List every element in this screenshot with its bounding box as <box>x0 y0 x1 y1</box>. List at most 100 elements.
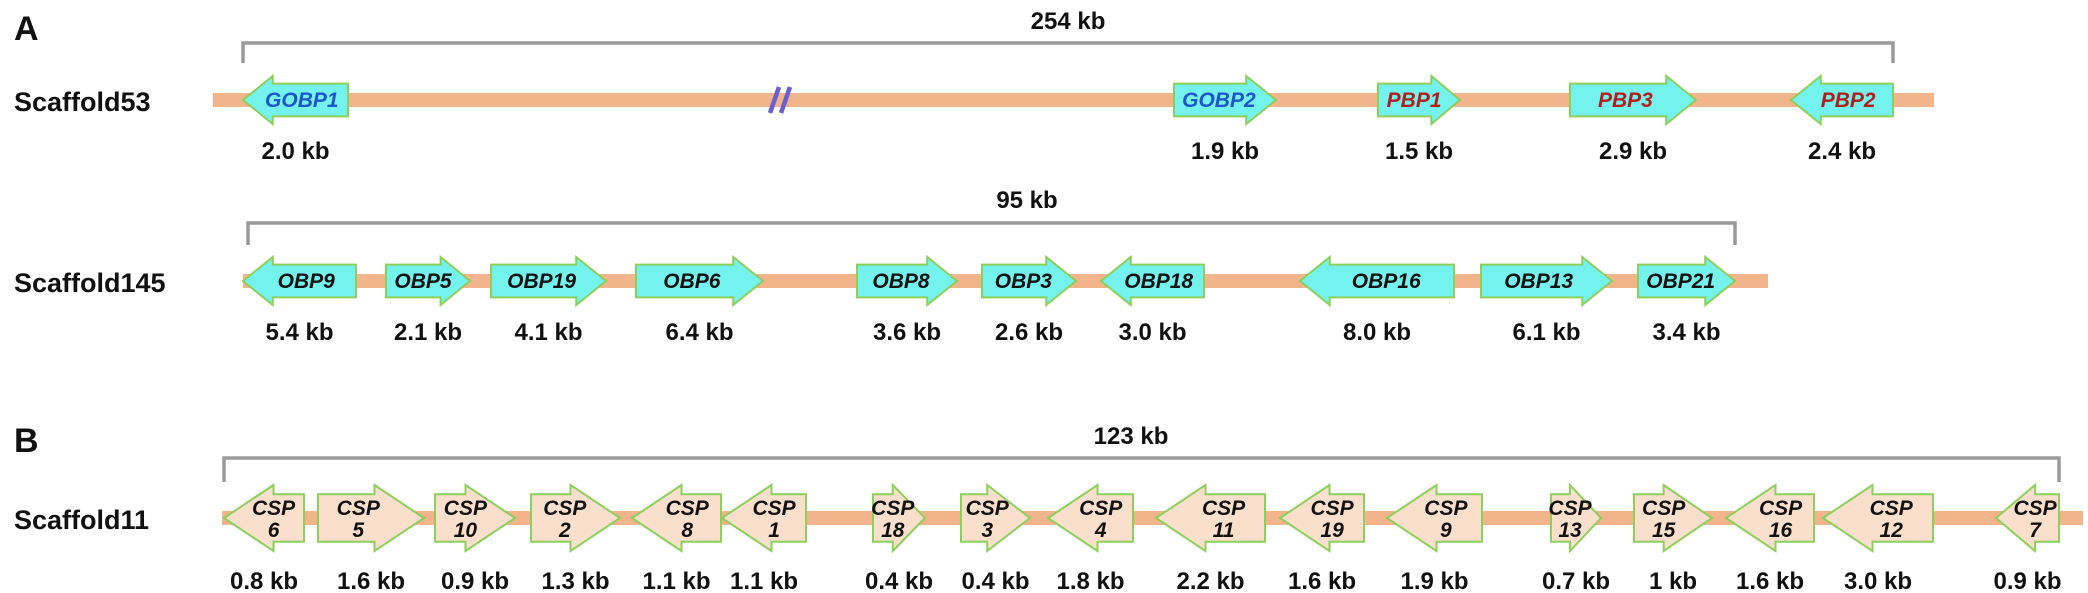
gene-arrow <box>856 254 959 308</box>
gene-csp10: CSP 10 0.9 kb <box>434 483 517 593</box>
gene-size-label: 8.0 kb <box>1343 319 1411 346</box>
gene-csp6: CSP 6 0.8 kb <box>222 483 305 593</box>
scaffold-scaffold145: Scaffold145 95 kb OBP9 5.4 kb OBP5 2.1 kb OBP1… <box>14 187 1768 346</box>
gene-size-label: 3.6 kb <box>873 319 941 346</box>
gene-obp9: OBP9 5.4 kb <box>241 254 357 346</box>
gene-name-label: CSP 3 <box>966 497 1010 542</box>
gene-name-label: CSP 6 <box>252 497 296 542</box>
gene-size-label: 1.6 kb <box>1736 568 1804 593</box>
gene-size-label: 0.8 kb <box>230 568 298 593</box>
gene-obp19: OBP19 4.1 kb <box>490 254 608 346</box>
gene-arrow <box>1154 483 1266 553</box>
gene-gobp2: GOBP2 1.9 kb <box>1173 73 1278 165</box>
gene-pbp3: PBP3 2.9 kb <box>1569 73 1698 165</box>
scaffold-bar <box>213 93 1934 107</box>
scaffold-label: Scaffold145 <box>14 268 166 298</box>
gene-arrow <box>222 483 305 553</box>
gene-name-label: OBP18 <box>1124 270 1193 293</box>
gene-size-label: 1.1 kb <box>730 568 798 593</box>
gene-csp9: CSP 9 1.9 kb <box>1385 483 1483 593</box>
gene-size-label: 1.3 kb <box>541 568 609 593</box>
gene-arrow <box>1046 483 1134 553</box>
gene-name-label: CSP 9 <box>1424 497 1468 542</box>
scaffold-scaffold53: Scaffold53 254 kb GOBP1 2.0 kb GOBP2 1.9 kb PB… <box>14 8 1934 165</box>
gene-size-label: 2.1 kb <box>394 319 462 346</box>
panel-label-b: B <box>14 422 39 460</box>
gene-size-label: 6.1 kb <box>1512 319 1580 346</box>
gene-size-label: 1.9 kb <box>1400 568 1468 593</box>
gene-size-label: 0.9 kb <box>441 568 509 593</box>
gene-name-label: PBP1 <box>1387 89 1442 112</box>
gene-name-label: CSP 18 <box>871 497 915 542</box>
gene-size-label: 6.4 kb <box>665 319 733 346</box>
gene-size-label: 3.4 kb <box>1652 319 1720 346</box>
gene-size-label: 1.5 kb <box>1385 138 1453 165</box>
gene-obp18: OBP18 3.0 kb <box>1099 254 1205 346</box>
gene-arrow <box>630 483 722 553</box>
gene-name-label: CSP 19 <box>1310 497 1354 542</box>
gene-name-label: GOBP2 <box>1182 89 1256 112</box>
gene-arrow <box>1377 73 1462 127</box>
gene-arrow <box>241 73 349 127</box>
gene-name-label: OBP6 <box>663 270 721 293</box>
gene-csp4: CSP 4 1.8 kb <box>1046 483 1134 593</box>
span-length-label: 123 kb <box>1094 423 1169 450</box>
gene-csp15: CSP 15 1 kb <box>1633 483 1714 593</box>
gene-size-label: 3.0 kb <box>1844 568 1912 593</box>
gene-name-label: PBP2 <box>1821 89 1876 112</box>
span-length-label: 95 kb <box>996 187 1057 214</box>
gene-name-label: GOBP1 <box>265 89 339 112</box>
gene-csp18: CSP 18 0.4 kb <box>865 482 933 593</box>
gene-name-label: OBP19 <box>507 270 576 293</box>
gene-size-label: 5.4 kb <box>265 319 333 346</box>
gene-arrow <box>872 482 927 554</box>
gene-name-label: CSP 13 <box>1548 497 1592 542</box>
gene-arrow <box>981 254 1078 308</box>
gene-csp19: CSP 19 1.6 kb <box>1278 483 1365 593</box>
gene-arrow <box>530 483 622 553</box>
gene-name-label: CSP 16 <box>1759 497 1803 542</box>
gene-csp16: CSP 16 1.6 kb <box>1724 483 1815 593</box>
gene-arrow <box>635 254 765 308</box>
gene-csp1: CSP 1 1.1 kb <box>720 483 807 593</box>
gene-arrow <box>490 254 608 308</box>
gene-size-label: 0.4 kb <box>961 568 1029 593</box>
gene-name-label: CSP 10 <box>444 497 488 542</box>
gene-name-label: PBP3 <box>1598 89 1653 112</box>
gene-name-label: CSP 7 <box>2013 497 2057 542</box>
gene-arrow <box>1637 254 1737 308</box>
gene-size-label: 2.2 kb <box>1176 568 1244 593</box>
gene-name-label: OBP21 <box>1646 270 1715 293</box>
gene-arrow <box>1550 482 1603 554</box>
gene-arrow <box>1821 483 1934 553</box>
gene-arrow <box>1278 483 1365 553</box>
gene-size-label: 3.0 kb <box>1118 319 1186 346</box>
gene-name-label: CSP 2 <box>543 497 587 542</box>
scaffold-label: Scaffold11 <box>14 505 149 535</box>
scaffold-label: Scaffold53 <box>14 87 151 117</box>
gene-arrow <box>1099 254 1205 308</box>
gene-obp8: OBP8 3.6 kb <box>856 254 959 346</box>
gene-csp11: CSP 11 2.2 kb <box>1154 483 1266 593</box>
gene-size-label: 4.1 kb <box>514 319 582 346</box>
gene-size-label: 2.0 kb <box>261 138 329 165</box>
gene-csp7: CSP 7 0.9 kb <box>1993 482 2062 593</box>
gene-size-label: 0.9 kb <box>1993 568 2061 593</box>
gene-arrow <box>1298 254 1455 308</box>
gene-size-label: 2.4 kb <box>1808 138 1876 165</box>
gene-obp6: OBP6 6.4 kb <box>635 254 765 346</box>
gene-name-label: OBP16 <box>1352 270 1421 293</box>
gene-size-label: 1.6 kb <box>1288 568 1356 593</box>
gene-size-label: 2.6 kb <box>995 319 1063 346</box>
gene-arrow <box>720 483 807 553</box>
gene-name-label: CSP 8 <box>666 497 710 542</box>
gene-name-label: OBP8 <box>872 270 930 293</box>
gene-name-label: OBP13 <box>1504 270 1573 293</box>
gene-obp16: OBP16 8.0 kb <box>1298 254 1455 346</box>
gene-arrow <box>1173 73 1278 127</box>
gene-arrow <box>1724 483 1815 553</box>
gene-size-label: 1.9 kb <box>1191 138 1259 165</box>
gene-size-label: 1.6 kb <box>337 568 405 593</box>
gene-arrow <box>1994 482 2060 554</box>
